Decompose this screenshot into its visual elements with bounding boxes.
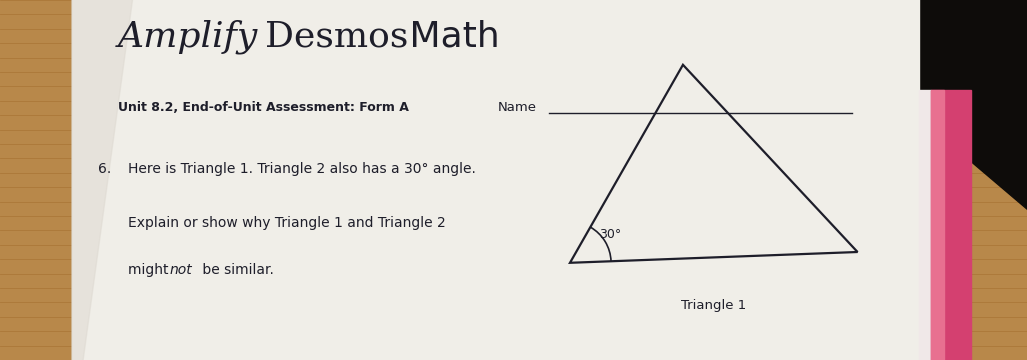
Text: Triangle 1: Triangle 1 xyxy=(681,299,747,312)
Polygon shape xyxy=(931,90,971,360)
Text: Desmos: Desmos xyxy=(265,20,409,54)
Text: Explain or show why Triangle 1 and Triangle 2: Explain or show why Triangle 1 and Trian… xyxy=(128,216,446,230)
Polygon shape xyxy=(931,90,944,360)
Text: Unit 8.2, End-of-Unit Assessment: Form A: Unit 8.2, End-of-Unit Assessment: Form A xyxy=(118,101,409,114)
Polygon shape xyxy=(72,0,134,360)
Polygon shape xyxy=(919,90,931,360)
Text: Amplify: Amplify xyxy=(118,20,259,54)
Polygon shape xyxy=(72,0,919,360)
Text: Math: Math xyxy=(398,20,500,54)
Text: Here is Triangle 1. Triangle 2 also has a 30° angle.: Here is Triangle 1. Triangle 2 also has … xyxy=(128,162,477,176)
Text: Name: Name xyxy=(498,101,537,114)
Text: be similar.: be similar. xyxy=(198,263,274,277)
Text: might: might xyxy=(128,263,174,277)
Text: 6.: 6. xyxy=(98,162,111,176)
Polygon shape xyxy=(781,0,1027,209)
Text: not: not xyxy=(169,263,192,277)
Text: 30°: 30° xyxy=(599,228,621,241)
